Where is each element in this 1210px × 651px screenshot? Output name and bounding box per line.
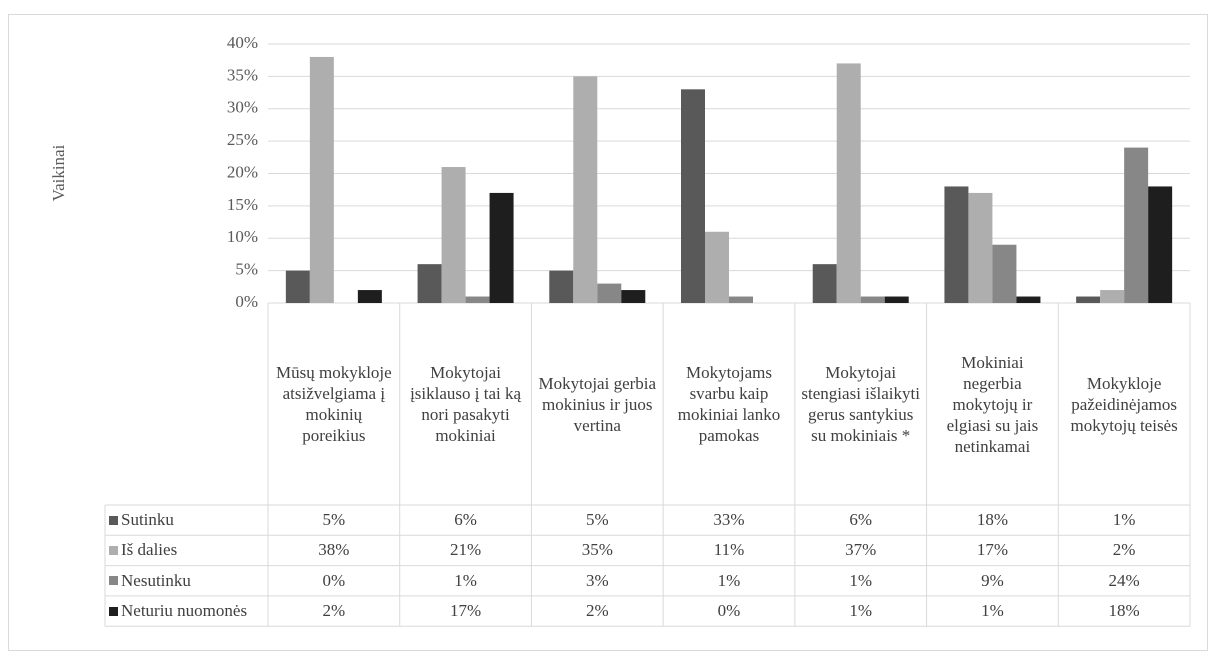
legend-label: Nesutinku [121,570,191,590]
bar [621,290,646,303]
bar [860,296,885,303]
bar [681,89,705,303]
bar [705,231,729,303]
y-tick-label: 20% [227,162,258,181]
y-tick-label: 15% [227,195,258,214]
category-label: Mokytojai stengiasi išlaikyti gerus sant… [801,363,920,445]
value-label: 3% [585,570,609,590]
value-label: 2% [585,601,609,621]
value-label: 1% [981,601,1004,621]
value-label: 11% [713,540,745,560]
bar [309,56,334,304]
bar [1124,147,1149,303]
y-tick-label: 35% [227,65,258,84]
value-label: 0% [717,601,741,621]
bar [285,270,310,303]
legend-key [109,606,118,616]
legend-item: Iš dalies [109,535,177,565]
legend-item: Neturiu nuomonės [109,596,247,626]
value-label: 17% [976,540,1008,560]
value-label: 1% [1112,510,1136,530]
legend-label: Iš dalies [121,540,178,560]
bar [357,290,382,303]
bar [968,192,993,303]
y-tick-label: 10% [227,227,258,246]
value-label: 35% [581,540,613,560]
value-label: 33% [713,510,745,530]
value-label: 37% [845,540,877,560]
bar [489,192,514,303]
bar [944,186,969,303]
category-label: Mokytojams svarbu kaip mokiniai lanko pa… [677,363,781,445]
y-tick-label: 25% [227,130,258,149]
value-label: 21% [449,540,482,560]
category-label: Mokytojai gerbia mokinius ir juos vertin… [538,373,657,435]
legend-key [109,576,118,586]
bar [597,283,622,303]
value-label: 24% [1108,570,1140,590]
value-label: 0% [322,570,346,590]
value-label: 6% [454,510,477,530]
legend-key [109,515,118,525]
bar [884,296,909,303]
legend-key [109,545,118,555]
value-label: 1% [849,570,873,590]
value-label: 1% [454,570,477,590]
bar [417,264,442,303]
bar [1100,290,1125,303]
y-axis-label: Vaikinai [49,144,68,201]
value-label: 6% [849,510,873,530]
category-label: Mokiniai negerbia mokytojų ir elgiasi su… [946,352,1039,456]
bar [549,270,574,303]
bar [1016,296,1041,303]
category-label: Mūsų mokykloje atsižvelgiama į mokinių p… [276,363,392,445]
value-label: 38% [318,540,350,560]
value-label: 18% [976,510,1008,530]
bar [729,296,753,303]
y-tick-label: 0% [235,292,258,311]
y-tick-label: 5% [235,260,258,279]
value-label: 1% [849,601,873,621]
value-label: 5% [585,510,609,530]
value-label: 2% [1112,540,1136,560]
category-label: Mokytojai įsiklauso į tai ką nori pasaky… [410,363,522,445]
value-label: 5% [322,510,346,530]
bar [992,244,1017,303]
y-tick-label: 40% [227,33,258,52]
value-label: 18% [1108,601,1140,621]
bar [812,264,837,303]
bar [836,63,861,303]
value-label: 17% [449,601,482,621]
legend-label: Sutinku [121,510,174,530]
bar [441,167,466,303]
category-label: Mokykloje pažeidinėjamos mokytojų teisės [1070,373,1178,435]
bar [573,76,598,303]
bar [465,296,490,303]
y-tick-label: 30% [227,98,258,117]
bar [1148,186,1173,303]
bar [1076,296,1101,303]
value-label: 2% [322,601,346,621]
legend-item: Sutinku [109,505,174,535]
value-label: 9% [981,570,1004,590]
legend-item: Nesutinku [109,566,191,596]
legend-label: Neturiu nuomonės [121,601,248,621]
value-label: 1% [717,570,741,590]
